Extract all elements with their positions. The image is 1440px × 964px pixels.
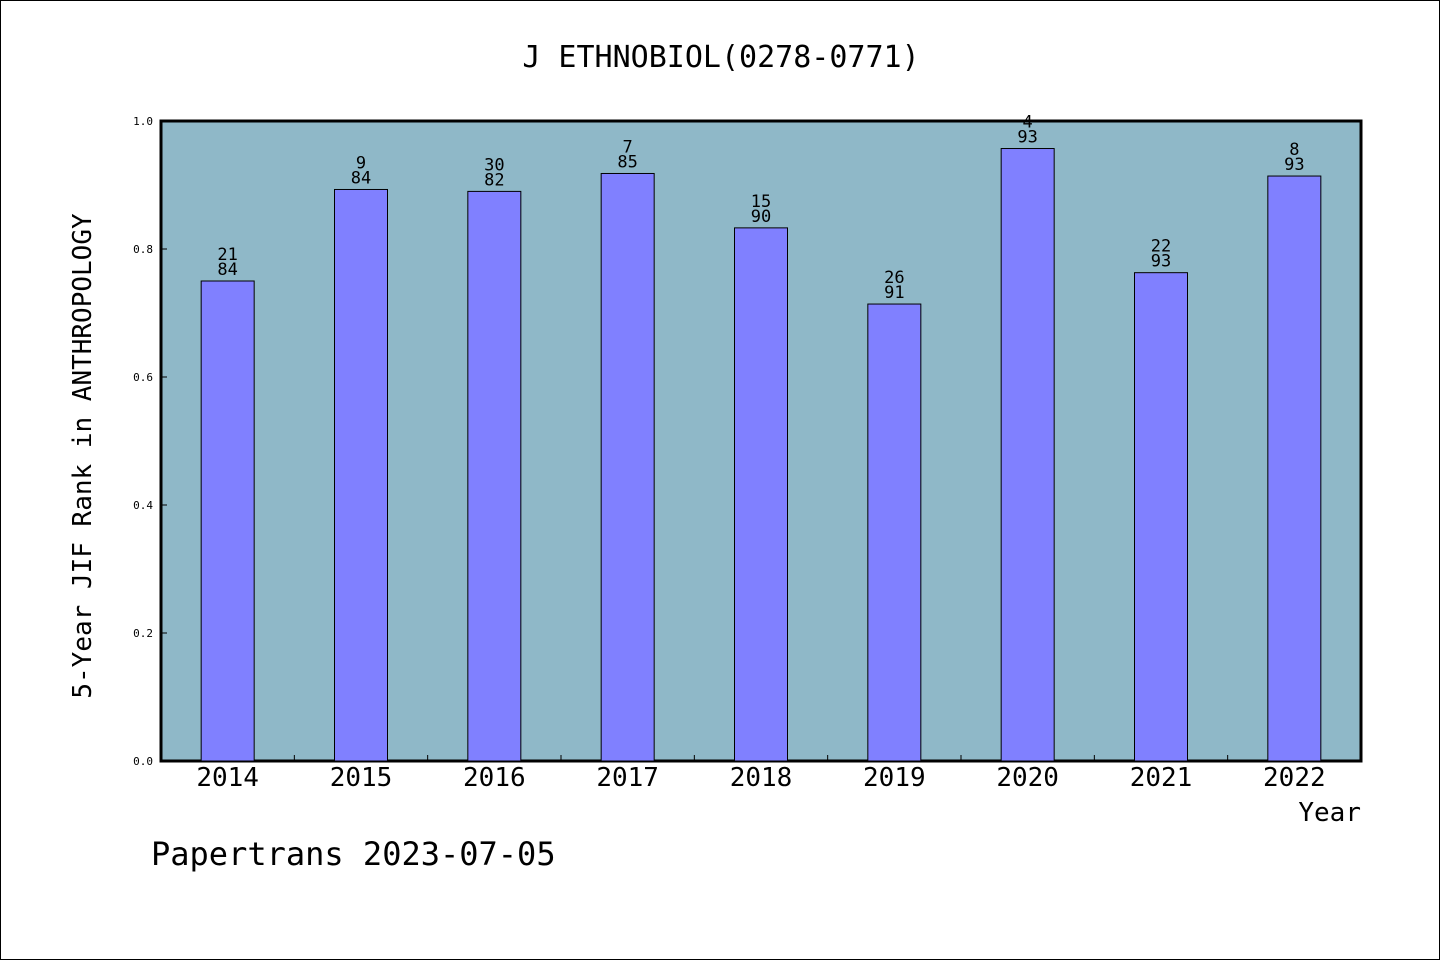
data-label-rank: 15 (751, 192, 771, 212)
y-axis-ticks: 0.0 0.2 0.4 0.6 0.8 1.0 (133, 115, 167, 768)
data-label-total: 90 (751, 207, 771, 227)
bar (1267, 175, 1322, 762)
x-tick-label: 2014 (196, 763, 259, 793)
data-label-total: 93 (1284, 155, 1304, 175)
x-tick-label: 2018 (730, 763, 793, 793)
data-label-total: 85 (617, 152, 637, 172)
x-tick-label: 2019 (863, 763, 926, 793)
bar (867, 303, 922, 762)
x-tick-label: 2015 (330, 763, 393, 793)
y-tick-label: 0.8 (133, 243, 153, 256)
data-label-total: 82 (484, 170, 504, 190)
x-tick-label: 2021 (1130, 763, 1193, 793)
data-label-rank: 22 (1151, 237, 1171, 257)
x-tick-label: 2017 (596, 763, 659, 793)
data-label-total: 91 (884, 283, 904, 303)
data-label-rank: 21 (217, 245, 237, 265)
bar (1134, 272, 1188, 762)
data-label-rank: 7 (623, 137, 633, 157)
bar (334, 188, 388, 762)
footer-text: Papertrans 2023-07-05 (151, 835, 556, 873)
y-tick-label: 0.4 (133, 499, 153, 512)
bar (200, 280, 255, 762)
bar (467, 190, 522, 762)
y-axis-label: 5-Year JIF Rank in ANTHROPOLOGY (68, 213, 98, 699)
y-tick-label: 0.6 (133, 371, 153, 384)
y-tick-label: 1.0 (133, 115, 153, 128)
bar (734, 227, 788, 762)
data-label-total: 93 (1151, 252, 1171, 272)
bar (600, 172, 655, 762)
y-tick-label: 0.0 (133, 755, 153, 768)
x-axis-ticks: 2014 2015 2016 2017 2018 2019 2020 2021 2022 (196, 755, 1326, 793)
x-axis-label: Year (1298, 798, 1361, 828)
data-label-total: 93 (1017, 128, 1037, 148)
data-label-rank: 9 (356, 153, 366, 173)
bar-group (200, 148, 1322, 762)
data-label-rank: 4 (1023, 113, 1033, 133)
x-tick-label: 2022 (1263, 763, 1326, 793)
data-label-rank: 26 (884, 268, 904, 288)
chart-title: J ETHNOBIOL(0278-0771) (522, 40, 919, 75)
data-label-rank: 30 (484, 155, 504, 175)
bar (1000, 148, 1055, 762)
x-tick-label: 2016 (463, 763, 526, 793)
data-label-total: 84 (351, 168, 371, 188)
data-label-total: 84 (217, 260, 237, 280)
x-tick-label: 2020 (996, 763, 1059, 793)
data-label-rank: 8 (1289, 140, 1299, 160)
y-tick-label: 0.2 (133, 627, 153, 640)
